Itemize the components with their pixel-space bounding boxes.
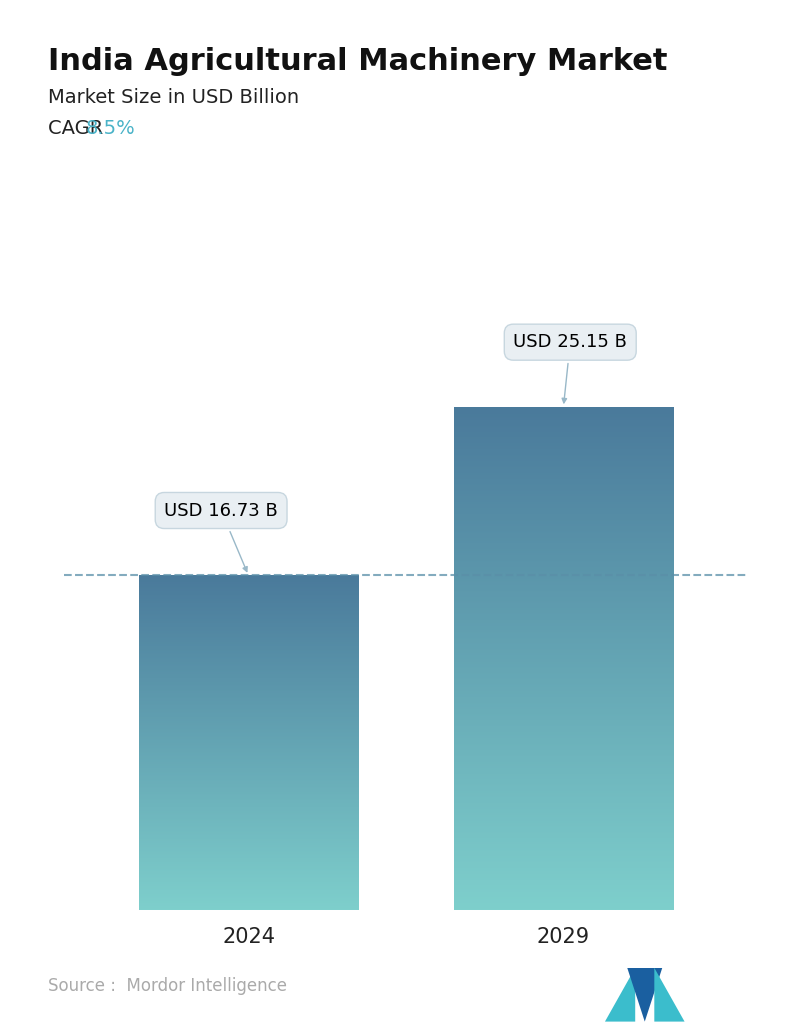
Text: USD 16.73 B: USD 16.73 B bbox=[164, 501, 278, 572]
Text: USD 25.15 B: USD 25.15 B bbox=[513, 333, 627, 403]
Text: India Agricultural Machinery Market: India Agricultural Machinery Market bbox=[48, 47, 667, 75]
Polygon shape bbox=[605, 968, 635, 1022]
Polygon shape bbox=[654, 968, 685, 1022]
Text: 8.5%: 8.5% bbox=[86, 119, 135, 138]
Text: Market Size in USD Billion: Market Size in USD Billion bbox=[48, 88, 298, 107]
Text: Source :  Mordor Intelligence: Source : Mordor Intelligence bbox=[48, 977, 287, 995]
Text: CAGR: CAGR bbox=[48, 119, 109, 138]
Polygon shape bbox=[627, 968, 662, 1022]
